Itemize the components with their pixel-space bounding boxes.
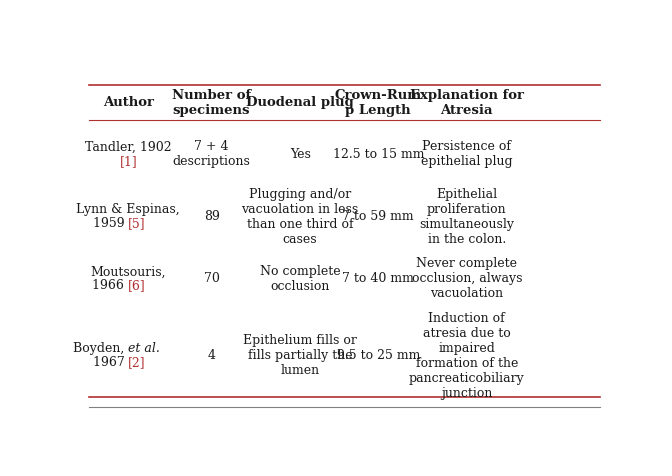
Text: 7 to 40 mm: 7 to 40 mm <box>342 272 414 286</box>
Text: [2]: [2] <box>128 357 146 369</box>
Text: Plugging and/or
vacuolation in less
than one third of
cases: Plugging and/or vacuolation in less than… <box>241 188 359 246</box>
Text: 12.5 to 15 mm: 12.5 to 15 mm <box>333 148 424 161</box>
Text: 4: 4 <box>208 349 216 362</box>
Text: Moutsouris,: Moutsouris, <box>91 266 166 278</box>
Text: 89: 89 <box>204 210 220 223</box>
Text: Duodenal plug: Duodenal plug <box>246 97 354 109</box>
Text: Explanation for
Atresia: Explanation for Atresia <box>410 89 523 117</box>
Text: 1966: 1966 <box>92 279 128 292</box>
Text: No complete
occlusion: No complete occlusion <box>260 265 341 293</box>
Text: 7 + 4
descriptions: 7 + 4 descriptions <box>173 140 251 168</box>
Text: Boyden,: Boyden, <box>73 342 128 356</box>
Text: 1967: 1967 <box>93 357 128 369</box>
Text: Epithelium fills or
fills partially the
lumen: Epithelium fills or fills partially the … <box>243 334 357 377</box>
Text: Induction of
atresia due to
impaired
formation of the
pancreaticobiliary
junctio: Induction of atresia due to impaired for… <box>409 312 525 400</box>
Text: 70: 70 <box>204 272 220 286</box>
Text: Crown-Rum
p Length: Crown-Rum p Length <box>335 89 422 117</box>
Text: et al.: et al. <box>128 342 160 356</box>
Text: 7 to 59 mm: 7 to 59 mm <box>343 210 414 223</box>
Text: [6]: [6] <box>128 279 146 292</box>
Text: [1]: [1] <box>120 155 137 168</box>
Text: Epithelial
proliferation
simultaneously
in the colon.: Epithelial proliferation simultaneously … <box>419 188 514 246</box>
Text: Never complete
occlusion, always
vacuolation: Never complete occlusion, always vacuola… <box>411 258 522 300</box>
Text: Number of
specimens: Number of specimens <box>172 89 251 117</box>
Text: 9.5 to 25 mm: 9.5 to 25 mm <box>337 349 420 362</box>
Text: [5]: [5] <box>128 217 146 230</box>
Text: Lynn & Espinas,: Lynn & Espinas, <box>77 203 180 216</box>
Text: Yes: Yes <box>290 148 310 161</box>
Text: 1959: 1959 <box>93 217 128 230</box>
Text: Tandler, 1902: Tandler, 1902 <box>85 141 171 154</box>
Text: Persistence of
epithelial plug: Persistence of epithelial plug <box>421 140 513 168</box>
Text: Author: Author <box>103 97 154 109</box>
